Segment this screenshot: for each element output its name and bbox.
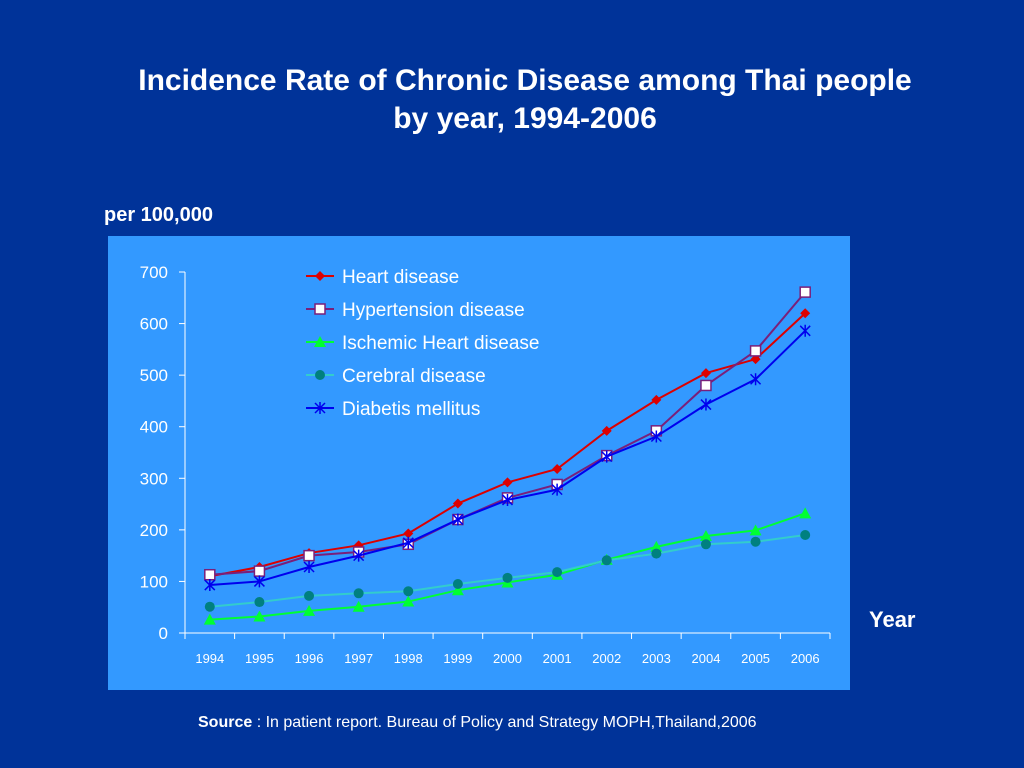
data-point-2: [699, 530, 712, 542]
data-point-0: [601, 425, 612, 436]
data-point-0: [800, 308, 811, 319]
data-point-3: [552, 567, 563, 578]
y-tick-label: 0: [159, 624, 168, 643]
legend-marker: [314, 402, 326, 414]
data-point-3: [700, 539, 711, 550]
chart-title-line2: by year, 1994-2006: [393, 102, 657, 135]
data-point-0: [403, 528, 414, 539]
x-tick-label: 1995: [245, 651, 274, 666]
y-tick-label: 200: [140, 521, 168, 540]
data-point-4: [501, 493, 514, 506]
data-point-0: [502, 477, 513, 488]
data-point-3: [353, 588, 364, 599]
data-point-2: [749, 524, 762, 536]
x-tick-label: 2001: [543, 651, 572, 666]
data-point-4: [303, 560, 315, 573]
x-tick-label: 1996: [295, 651, 324, 666]
legend-marker: [315, 271, 325, 281]
legend-marker: [315, 370, 325, 380]
data-point-1: [799, 286, 811, 298]
data-point-4: [750, 373, 762, 386]
data-point-4: [204, 579, 216, 592]
data-point-0: [700, 368, 711, 379]
data-point-4: [253, 575, 265, 588]
data-point-0: [552, 464, 563, 475]
legend-entry: Diabetis mellitus: [342, 399, 480, 420]
data-point-4: [402, 536, 414, 549]
x-tick-label: 1997: [344, 651, 373, 666]
legend-marker: [314, 303, 326, 315]
data-point-1: [749, 345, 762, 357]
data-point-4: [650, 430, 662, 443]
y-tick-label: 700: [140, 263, 168, 282]
x-tick-label: 2005: [741, 651, 770, 666]
data-point-3: [651, 548, 662, 559]
chart-title: Incidence Rate of Chronic Disease among …: [40, 62, 1010, 138]
data-point-2: [203, 613, 216, 625]
data-point-3: [800, 530, 811, 541]
y-tick-label: 100: [140, 572, 168, 591]
data-point-2: [650, 540, 663, 552]
data-point-3: [254, 597, 265, 608]
data-point-3: [750, 536, 761, 547]
x-tick-label: 1998: [394, 651, 423, 666]
data-point-1: [303, 549, 315, 562]
data-point-3: [601, 555, 612, 566]
y-axis-label: per 100,000: [104, 204, 213, 226]
data-point-2: [253, 610, 266, 622]
y-tick-label: 300: [140, 469, 168, 488]
source-text: : In patient report. Bureau of Policy an…: [252, 714, 757, 731]
x-tick-label: 2004: [692, 651, 721, 666]
legend-marker: [314, 336, 326, 347]
data-point-4: [551, 483, 563, 496]
data-point-0: [651, 394, 662, 405]
data-point-4: [700, 398, 712, 411]
data-point-0: [750, 354, 761, 365]
x-tick-label: 2002: [592, 651, 621, 666]
data-point-2: [799, 507, 812, 519]
data-point-1: [700, 379, 712, 392]
plot-panel: [108, 236, 850, 690]
x-tick-label: 2006: [791, 651, 820, 666]
data-point-2: [303, 604, 316, 616]
data-point-0: [452, 498, 463, 509]
data-point-4: [353, 549, 365, 562]
data-point-3: [452, 579, 463, 590]
y-tick-label: 400: [140, 418, 168, 437]
x-tick-label: 2000: [493, 651, 522, 666]
data-point-2: [352, 600, 365, 612]
x-tick-label: 2003: [642, 651, 671, 666]
data-point-3: [502, 572, 513, 583]
data-point-3: [204, 601, 215, 612]
data-point-1: [204, 568, 216, 581]
legend-entry: Hypertension disease: [342, 300, 525, 321]
legend-entry: Ischemic Heart disease: [342, 333, 539, 354]
data-point-2: [451, 584, 464, 596]
source-note: Source : In patient report. Bureau of Po…: [198, 714, 757, 732]
data-point-2: [402, 595, 415, 607]
chart-title-line1: Incidence Rate of Chronic Disease among …: [138, 64, 912, 97]
x-tick-label: 1999: [443, 651, 472, 666]
data-point-4: [601, 450, 613, 463]
x-tick-label: 1994: [195, 651, 224, 666]
data-point-3: [304, 590, 315, 601]
source-label: Source: [198, 714, 253, 731]
legend-entry: Heart disease: [342, 267, 459, 288]
x-axis-label: Year: [869, 607, 916, 632]
data-point-1: [253, 565, 266, 577]
data-point-4: [452, 513, 464, 526]
y-tick-label: 500: [140, 366, 168, 385]
y-tick-label: 600: [140, 315, 168, 334]
data-point-4: [799, 324, 811, 337]
legend-entry: Cerebral disease: [342, 366, 486, 387]
data-point-3: [403, 586, 414, 597]
